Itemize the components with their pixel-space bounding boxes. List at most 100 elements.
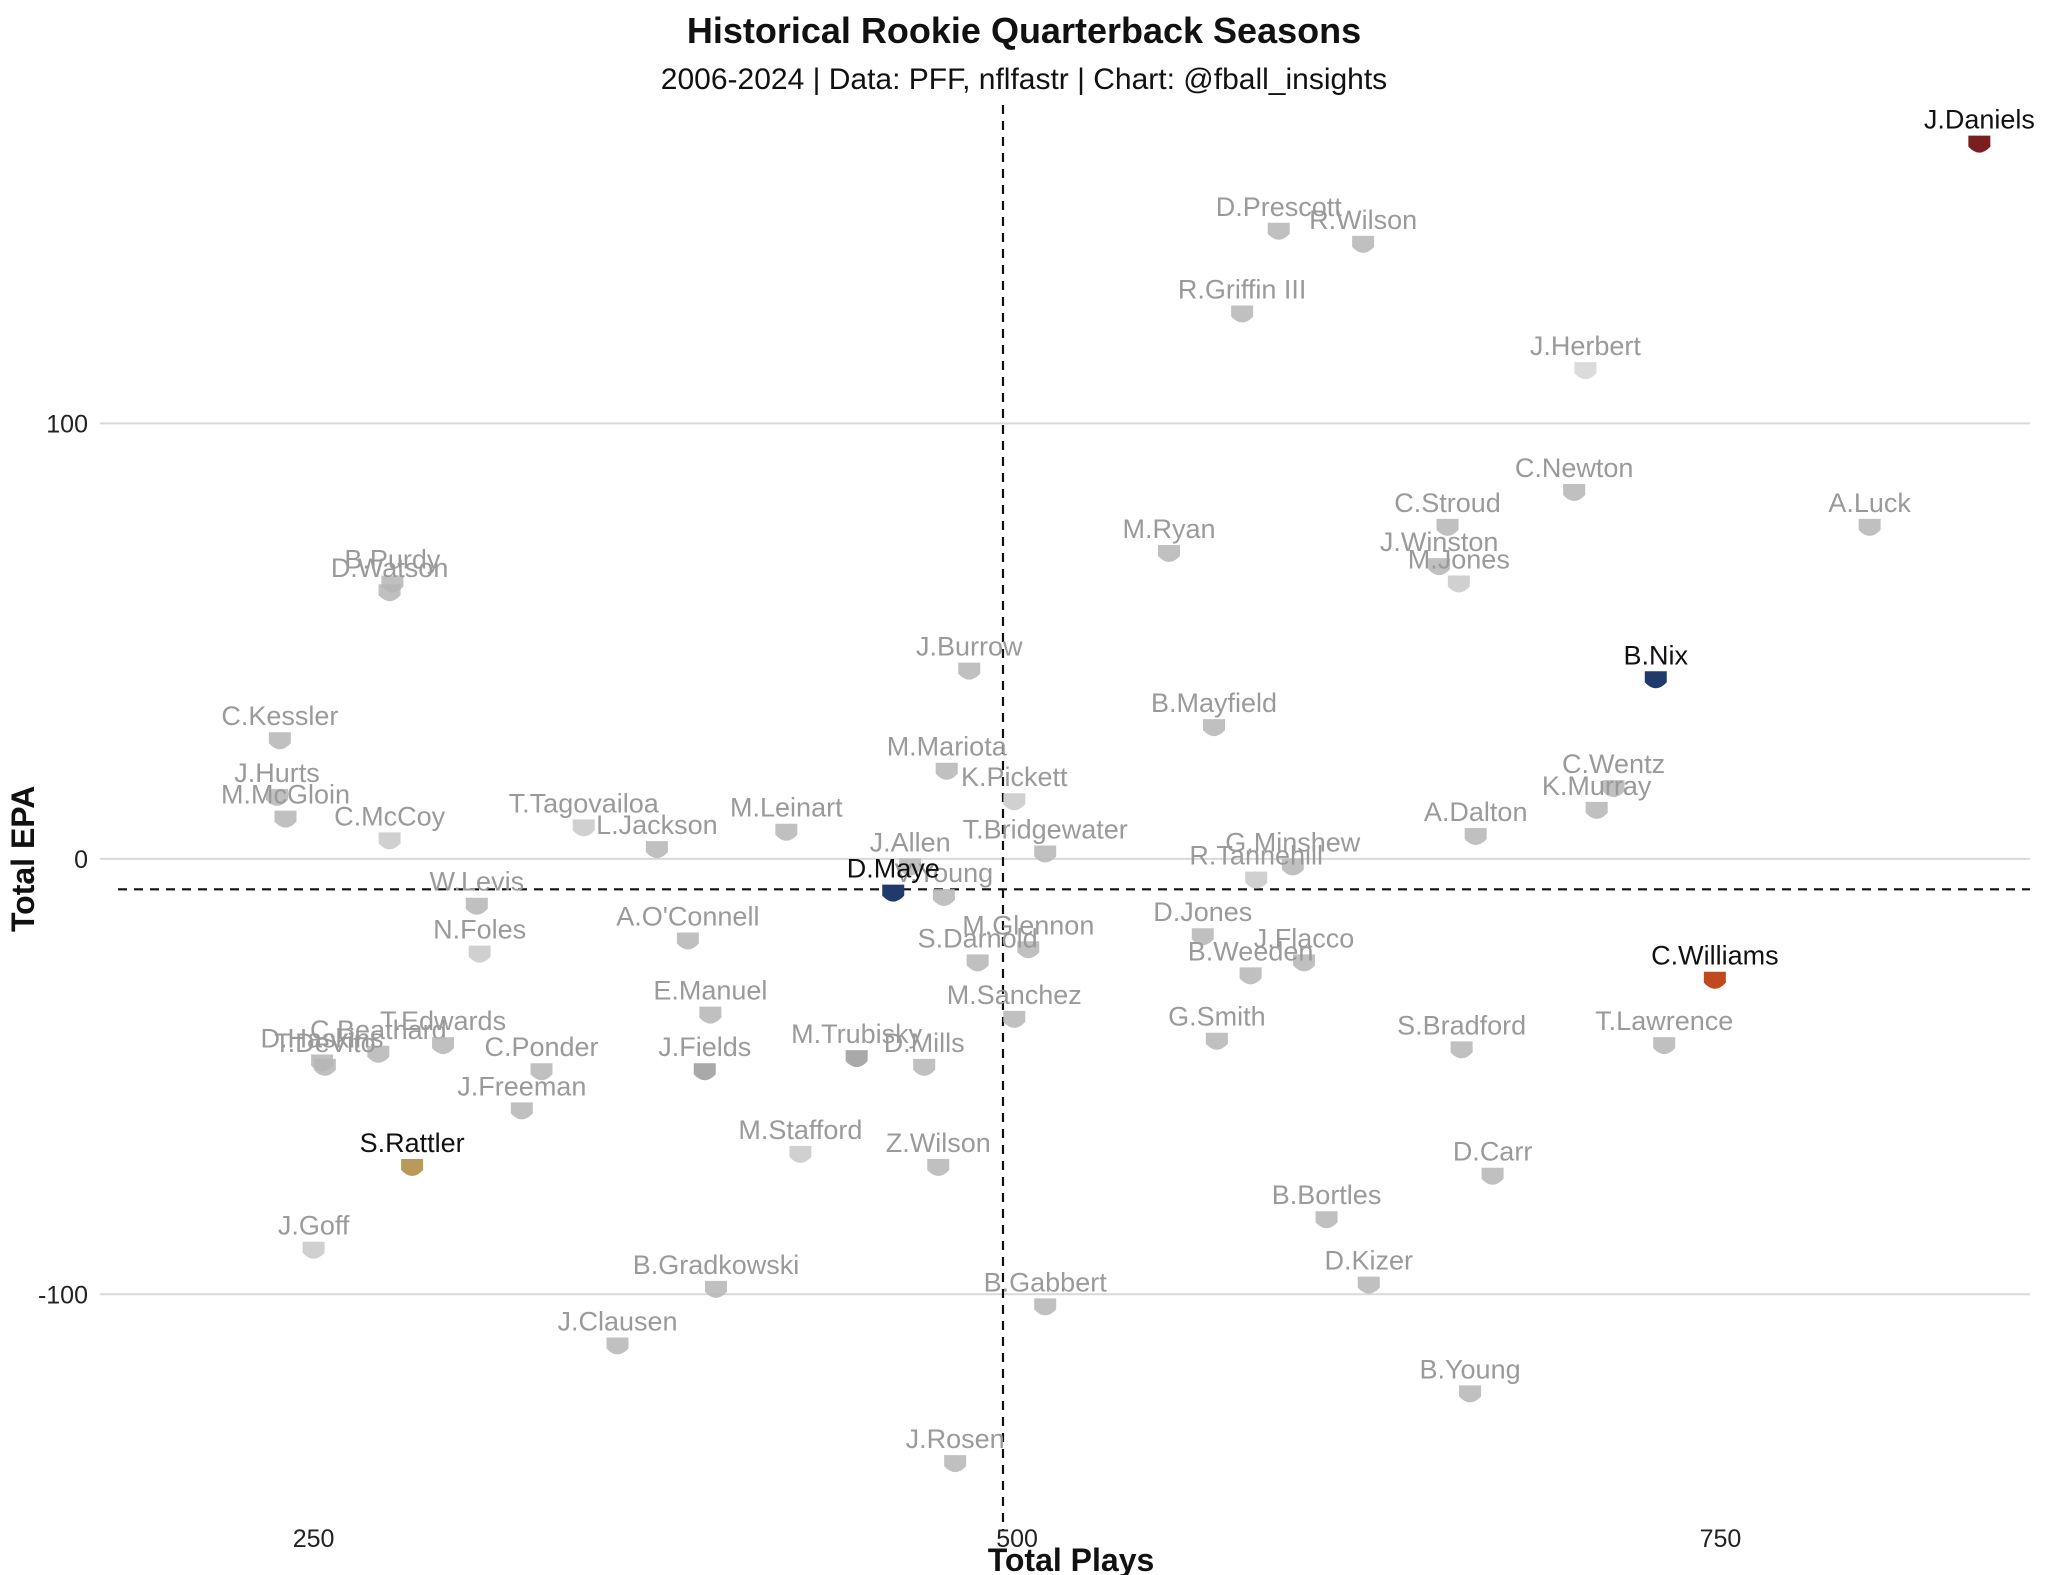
- qb-point: C.McCoy: [334, 801, 446, 850]
- point-label: V.Young: [895, 858, 994, 888]
- team-logo-marker: [378, 584, 401, 602]
- point-label: C.Wentz: [1562, 749, 1665, 779]
- point-label: M.Mariota: [887, 732, 1008, 762]
- x-tick-label: 250: [293, 1525, 335, 1553]
- team-logo-marker: [1447, 575, 1470, 593]
- team-logo-marker: [913, 1058, 936, 1076]
- point-label: M.Stafford: [738, 1115, 862, 1145]
- team-logo-marker: [966, 954, 989, 972]
- y-tick-label: -100: [38, 1281, 88, 1309]
- qb-point: J.Burrow: [916, 632, 1023, 680]
- point-label: C.McCoy: [334, 801, 446, 831]
- point-label: B.Gradkowski: [633, 1250, 800, 1280]
- point-label: K.Pickett: [961, 762, 1068, 792]
- qb-point: D.Jones: [1153, 897, 1252, 946]
- team-logo-marker: [1574, 362, 1597, 380]
- point-label: J.Burrow: [916, 632, 1023, 662]
- team-logo-marker: [845, 1050, 868, 1068]
- qb-point: D.Maye: [847, 854, 940, 902]
- qb-point: J.Clausen: [557, 1307, 678, 1355]
- team-logo-marker: [465, 897, 488, 915]
- qb-point: M.Mariota: [887, 732, 1008, 780]
- point-label: W.Levis: [430, 867, 525, 897]
- qb-point: J.Goff: [278, 1211, 350, 1259]
- point-label: M.McGloin: [221, 780, 350, 810]
- qb-point: D.Prescott: [1216, 192, 1343, 240]
- team-logo-marker: [1428, 558, 1451, 576]
- team-logo-marker: [1436, 518, 1459, 536]
- point-label: C.Beathard: [310, 1015, 447, 1045]
- qb-point: J.Hurts: [234, 758, 320, 806]
- reference-lines: [118, 105, 2030, 1530]
- qb-point: B.Purdy: [344, 544, 441, 593]
- qb-point: J.Allen: [870, 828, 951, 876]
- chart-title: Historical Rookie Quarterback Seasons: [687, 10, 1361, 51]
- qb-point: J.Freeman: [457, 1071, 586, 1120]
- team-logo-marker: [1003, 1010, 1026, 1028]
- point-label: A.Dalton: [1424, 797, 1528, 827]
- team-logo-marker: [899, 858, 922, 876]
- team-logo-marker: [1703, 971, 1726, 989]
- qb-point: J.Rosen: [906, 1424, 1005, 1473]
- qb-point: W.Levis: [430, 867, 525, 915]
- point-label: T.Edwards: [380, 1006, 506, 1036]
- point-label: J.Winston: [1380, 527, 1499, 557]
- point-label: C.Newton: [1515, 453, 1634, 483]
- qb-point: R.Griffin III: [1178, 275, 1307, 323]
- team-logo-marker: [1459, 1385, 1482, 1403]
- qb-point: S.Bradford: [1397, 1010, 1526, 1059]
- qb-point: D.Watson: [331, 553, 448, 602]
- qb-point: B.Young: [1420, 1354, 1521, 1403]
- team-logo-marker: [1034, 1298, 1057, 1316]
- team-logo-marker: [606, 1337, 629, 1355]
- y-tick-label: 0: [74, 846, 88, 874]
- qb-point: G.Minshew: [1225, 828, 1361, 876]
- point-label: D.Mills: [884, 1028, 965, 1058]
- qb-point: S.Rattler: [360, 1128, 465, 1176]
- qb-point: C.Kessler: [221, 701, 338, 750]
- qb-point: M.Glennon: [962, 910, 1094, 959]
- gridlines: [100, 422, 2030, 1296]
- team-logo-marker: [1315, 1211, 1338, 1229]
- qb-point: R.Wilson: [1309, 205, 1417, 253]
- point-label: A.Luck: [1828, 488, 1911, 518]
- qb-point: D.Kizer: [1325, 1246, 1413, 1294]
- team-logo-marker: [1481, 1167, 1504, 1185]
- team-logo-marker: [274, 810, 297, 828]
- point-label: M.Glennon: [962, 910, 1094, 940]
- qb-point: T.Edwards: [380, 1006, 506, 1055]
- qb-point: B.Gabbert: [984, 1267, 1107, 1316]
- team-logo-marker: [572, 819, 595, 837]
- point-label: R.Griffin III: [1178, 275, 1307, 305]
- team-logo-marker: [510, 1102, 533, 1120]
- point-label: D.Maye: [847, 854, 940, 884]
- team-logo-marker: [1450, 1041, 1473, 1059]
- team-logo-marker: [944, 1455, 967, 1473]
- point-label: E.Manuel: [653, 976, 767, 1006]
- point-label: C.Stroud: [1394, 488, 1501, 518]
- point-label: J.Herbert: [1530, 331, 1642, 361]
- y-tick-label: 100: [46, 410, 88, 438]
- team-logo-marker: [266, 788, 289, 806]
- team-logo-marker: [645, 841, 668, 859]
- point-label: K.Murray: [1542, 771, 1652, 801]
- qb-point: T.Lawrence: [1595, 1006, 1733, 1055]
- team-logo-marker: [1968, 135, 1991, 153]
- team-logo-marker: [1352, 235, 1375, 253]
- point-label: J.Clausen: [557, 1307, 677, 1337]
- point-label: D.Prescott: [1216, 192, 1343, 222]
- point-label: M.Trubisky: [791, 1019, 923, 1049]
- qb-point: B.Weeden: [1188, 936, 1313, 985]
- qb-point: D.Mills: [884, 1028, 965, 1076]
- point-label: A.O'Connell: [616, 902, 759, 932]
- point-label: T.Lawrence: [1595, 1006, 1733, 1036]
- team-logo-marker: [1644, 671, 1667, 689]
- team-logo-marker: [935, 762, 958, 780]
- point-label: S.Rattler: [360, 1128, 465, 1158]
- qb-point: B.Nix: [1624, 640, 1689, 689]
- qb-point: C.Newton: [1515, 453, 1634, 502]
- team-logo-marker: [1017, 941, 1040, 959]
- point-label: G.Minshew: [1225, 828, 1361, 858]
- team-logo-marker: [1357, 1276, 1380, 1294]
- team-logo-marker: [367, 1045, 390, 1063]
